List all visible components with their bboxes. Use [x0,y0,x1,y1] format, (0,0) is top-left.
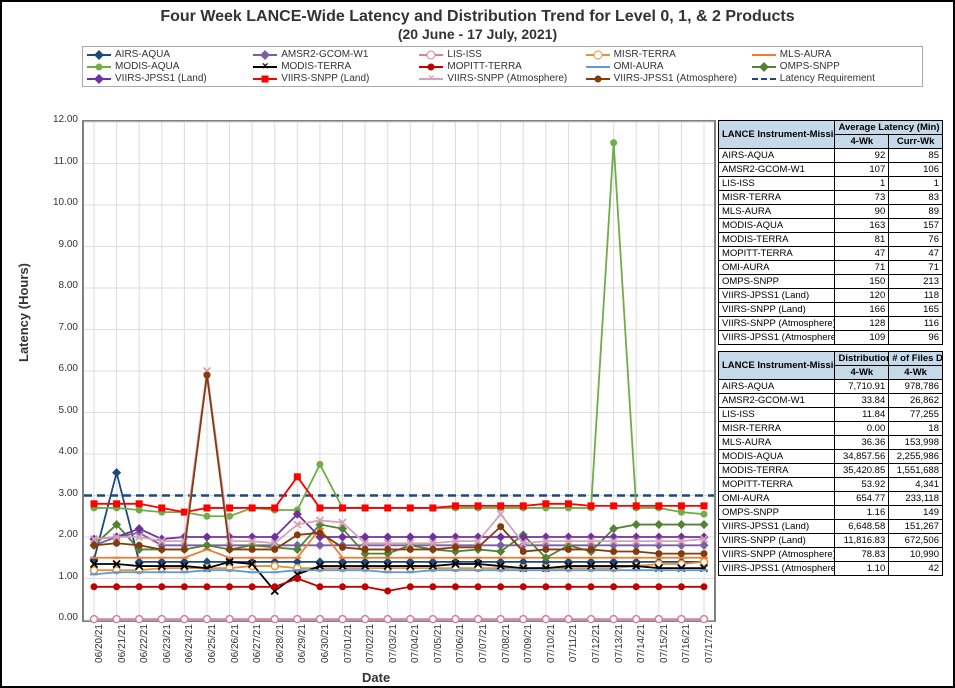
chart-subtitle: (20 June - 17 July, 2021) [2,26,953,44]
y-tick-label: 9.00 [38,239,78,250]
x-tick-label: 07/16/21 [681,624,692,674]
chart-page: Four Week LANCE-Wide Latency and Distrib… [0,0,955,688]
latency-table: LANCE Instrument-MissionAverage Latency … [718,120,943,345]
x-tick-label: 07/14/21 [636,624,647,674]
x-tick-label: 07/11/21 [568,624,579,674]
x-tick-label: 06/27/21 [252,624,263,674]
x-tick-label: 07/10/21 [546,624,557,674]
legend-item: AMSR2-GCOM-W1 [253,49,419,60]
x-tick-label: 07/17/21 [704,624,715,674]
x-tick-label: 07/09/21 [523,624,534,674]
legend-item: ×MODIS-TERRA [253,61,419,72]
y-tick-label: 4.00 [38,446,78,457]
x-tick-label: 06/22/21 [139,624,150,674]
distribution-table: LANCE Instrument-MissionDistribution Vol… [718,351,943,576]
legend-item: MOPITT-TERRA [419,61,585,72]
y-tick-label: 10.00 [38,197,78,208]
chart-svg [84,122,714,620]
x-tick-label: 07/06/21 [455,624,466,674]
plot-area [82,120,716,622]
x-tick-label: 07/03/21 [388,624,399,674]
y-tick-label: 7.00 [38,322,78,333]
y-tick-label: 1.00 [38,571,78,582]
x-tick-label: 06/24/21 [184,624,195,674]
legend-item: AIRS-AQUA [87,49,253,60]
y-tick-label: 8.00 [38,280,78,291]
legend-item: MISR-TERRA [586,49,752,60]
x-tick-label: 07/15/21 [659,624,670,674]
x-tick-label: 06/30/21 [320,624,331,674]
x-tick-label: 06/21/21 [117,624,128,674]
y-tick-label: 11.00 [38,156,78,167]
y-tick-label: 5.00 [38,405,78,416]
legend-item: LIS-ISS [419,49,585,60]
x-tick-label: 07/01/21 [343,624,354,674]
y-tick-label: 0.00 [38,612,78,623]
x-tick-label: 07/08/21 [501,624,512,674]
legend-item: OMI-AURA [586,61,752,72]
legend-item: Latency Requirement [752,73,918,84]
y-axis-title: Latency (Hours) [16,263,31,362]
legend-item: ×VIIRS-SNPP (Atmosphere) [419,73,585,84]
x-tick-label: 06/28/21 [275,624,286,674]
y-tick-label: 2.00 [38,529,78,540]
x-tick-label: 07/13/21 [614,624,625,674]
x-tick-label: 07/12/21 [591,624,602,674]
x-tick-label: 07/02/21 [365,624,376,674]
legend-item: MLS-AURA [752,49,918,60]
x-tick-label: 07/04/21 [410,624,421,674]
x-tick-label: 06/23/21 [162,624,173,674]
x-tick-label: 07/05/21 [433,624,444,674]
tables: LANCE Instrument-MissionAverage Latency … [718,120,943,582]
x-tick-label: 06/20/21 [94,624,105,674]
legend-item: OMPS-SNPP [752,61,918,72]
legend: AIRS-AQUAAMSR2-GCOM-W1LIS-ISSMISR-TERRAM… [82,46,923,87]
chart-title: Four Week LANCE-Wide Latency and Distrib… [2,2,953,26]
y-tick-label: 12.00 [38,114,78,125]
x-tick-label: 06/29/21 [297,624,308,674]
x-tick-label: 06/25/21 [207,624,218,674]
x-tick-label: 07/07/21 [478,624,489,674]
legend-item: VIIRS-SNPP (Land) [253,73,419,84]
legend-item: VIIRS-JPSS1 (Land) [87,73,253,84]
y-tick-label: 6.00 [38,363,78,374]
y-tick-label: 3.00 [38,488,78,499]
legend-item: VIIRS-JPSS1 (Atmosphere) [586,73,752,84]
x-tick-label: 06/26/21 [230,624,241,674]
legend-item: MODIS-AQUA [87,61,253,72]
